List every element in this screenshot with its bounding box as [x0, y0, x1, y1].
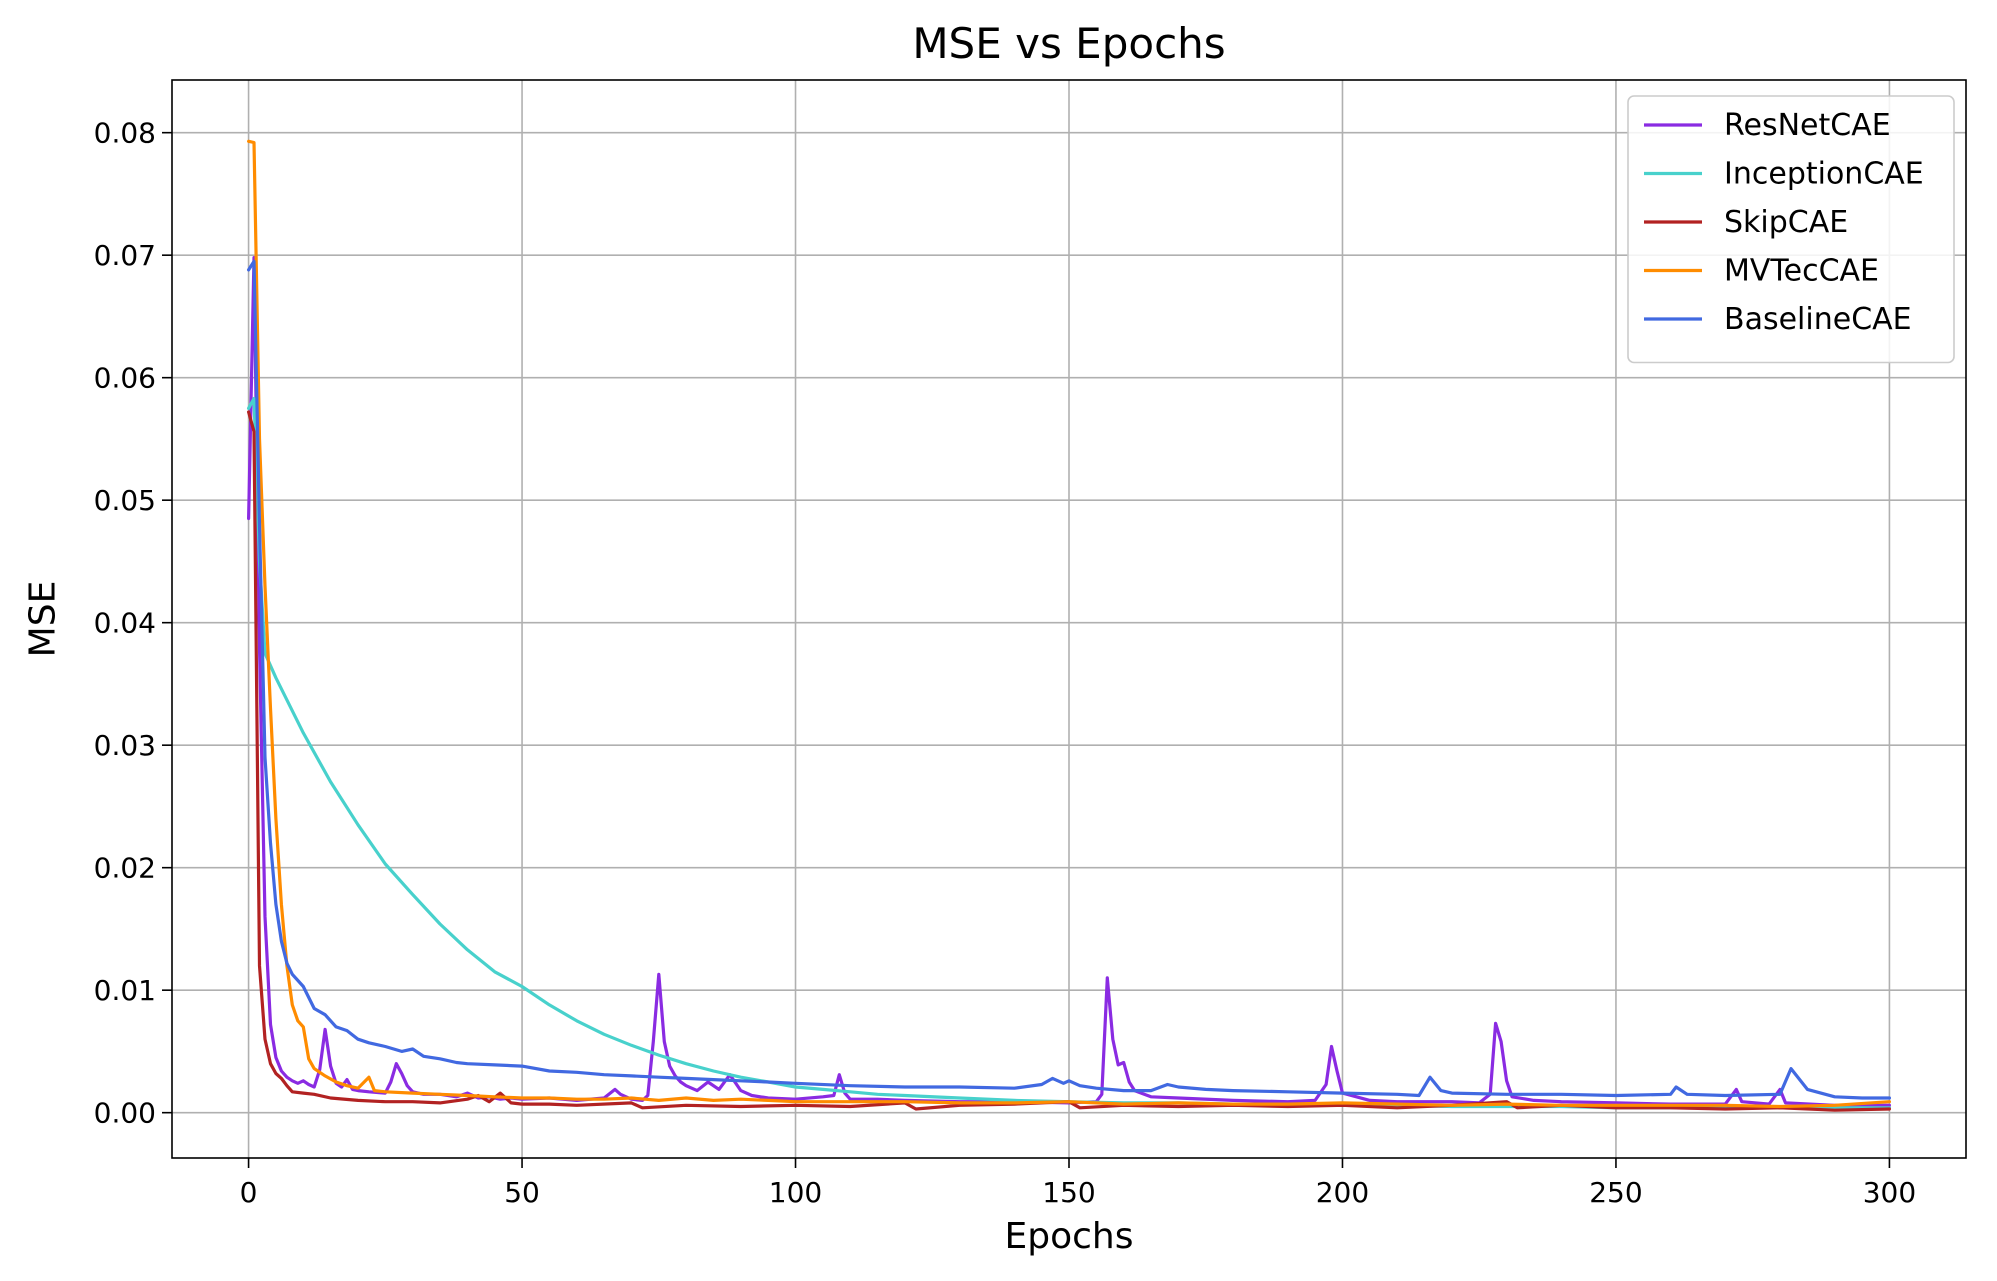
y-tick-label: 0.03 — [94, 729, 156, 762]
x-tick-label: 300 — [1863, 1176, 1916, 1209]
series-line-resnetcae — [247, 256, 1891, 1107]
y-tick-label: 0.06 — [94, 362, 156, 395]
x-tick-label: 200 — [1316, 1176, 1369, 1209]
legend-label: ResNetCAE — [1724, 108, 1891, 143]
series-line-mvteccae — [247, 139, 1891, 1109]
legend-label: InceptionCAE — [1724, 157, 1924, 192]
x-axis-title: Epochs — [1005, 1216, 1134, 1257]
series-lines — [247, 139, 1891, 1112]
legend-label: BaselineCAE — [1724, 302, 1912, 337]
y-tick-label: 0.02 — [94, 852, 156, 885]
y-tick-label: 0.05 — [94, 484, 156, 517]
series-line-inceptioncae — [247, 396, 1891, 1110]
y-tick-label: 0.04 — [94, 607, 156, 640]
grid — [172, 80, 1966, 1158]
legend-label: MVTecCAE — [1724, 254, 1879, 289]
x-tick-label: 100 — [769, 1176, 822, 1209]
y-tick-label: 0.01 — [94, 974, 156, 1007]
x-tick-label: 0 — [240, 1176, 258, 1209]
legend-box — [1627, 95, 1955, 364]
x-tick-label: 250 — [1589, 1176, 1642, 1209]
y-tick-label: 0.00 — [94, 1097, 156, 1130]
series-line-baselinecae — [247, 259, 1891, 1100]
legend: ResNetCAE InceptionCAE SkipCAE MVTecCAE Base… — [1627, 95, 1955, 364]
chart-title: MSE vs Epochs — [912, 19, 1225, 68]
y-tick-label: 0.08 — [94, 117, 156, 150]
x-tick-label: 50 — [504, 1176, 540, 1209]
y-axis-title: MSE — [23, 581, 64, 658]
axis-ticks: 0 50 100 150 200 250 300 0.00 0.01 0.02 0.03 0.04 0.… — [94, 117, 1916, 1209]
legend-label: SkipCAE — [1724, 205, 1848, 240]
x-tick-label: 150 — [1042, 1176, 1095, 1209]
y-tick-label: 0.07 — [94, 239, 156, 272]
